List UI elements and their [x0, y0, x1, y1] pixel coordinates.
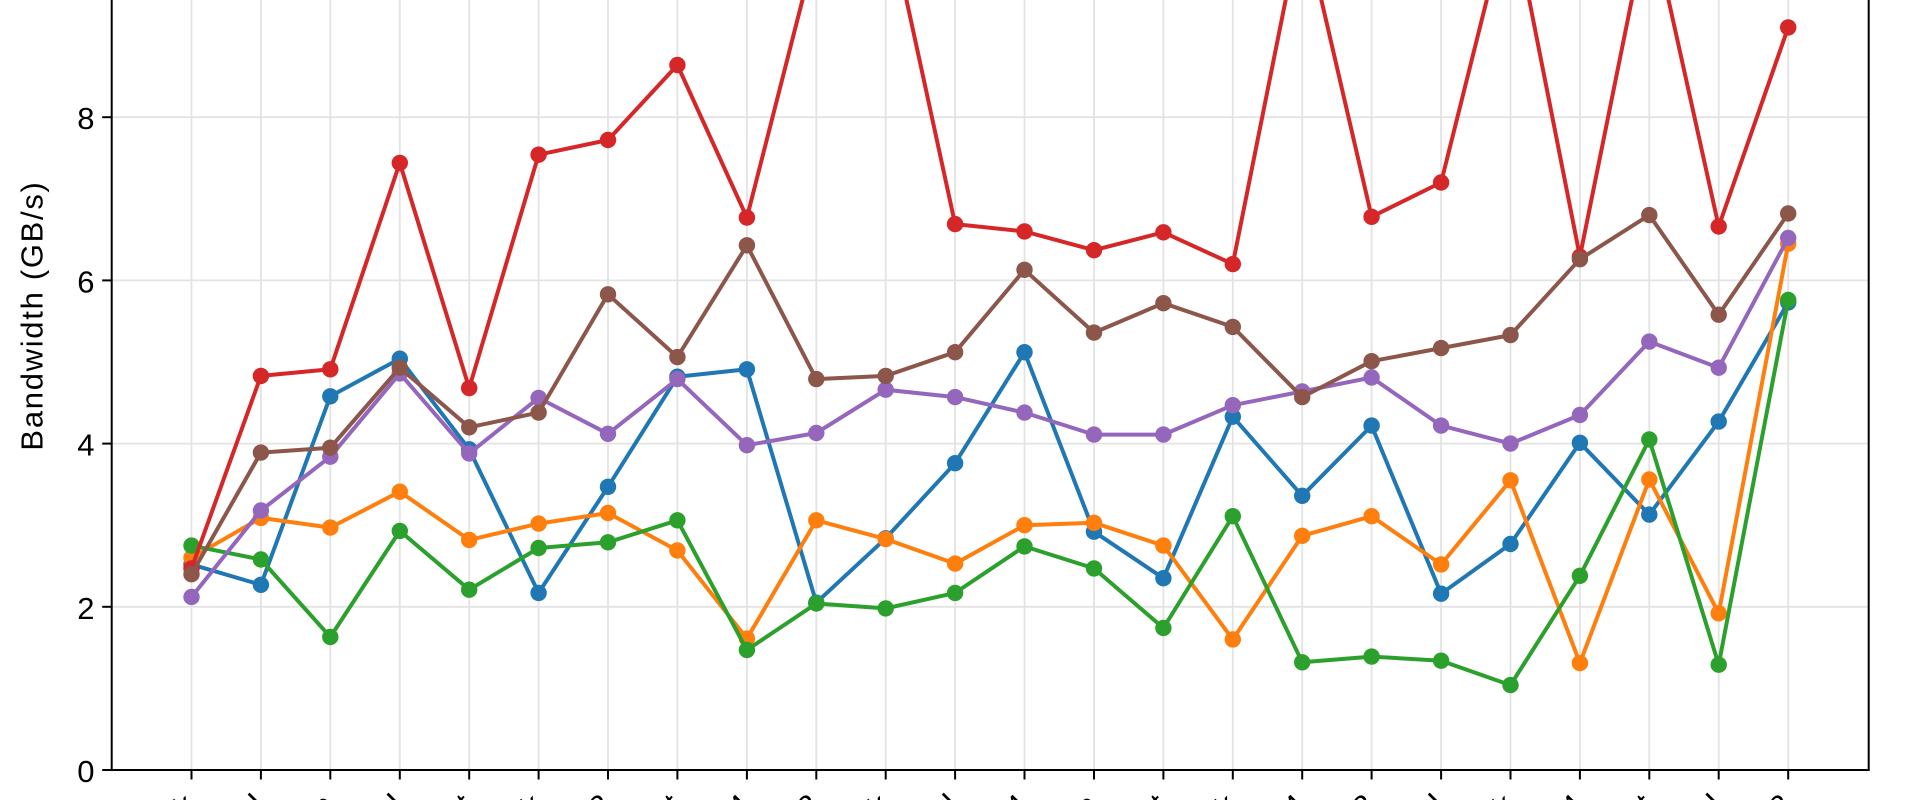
- svg-text:6: 6: [77, 264, 94, 299]
- svg-text:8: 8: [77, 101, 94, 136]
- svg-text:Bandwidth (GB/s): Bandwidth (GB/s): [15, 180, 50, 450]
- svg-text:2: 2: [77, 591, 94, 626]
- svg-text:4: 4: [77, 428, 94, 463]
- svg-text:0: 0: [77, 754, 94, 789]
